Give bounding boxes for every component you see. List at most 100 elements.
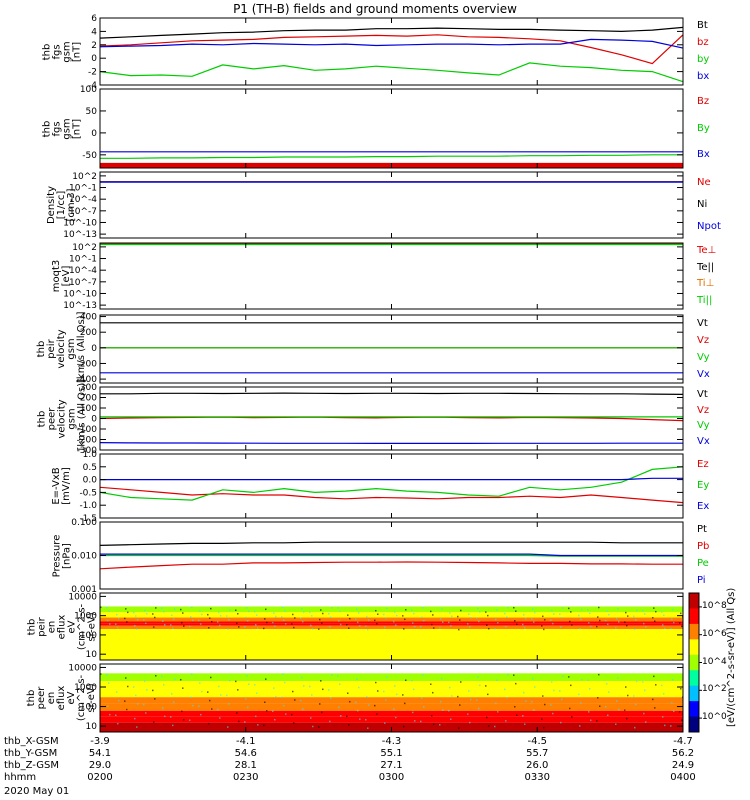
y-tick-label: 10^-1 [69, 184, 97, 194]
spectrogram-speck [606, 610, 608, 612]
spectrogram-speck [608, 613, 610, 616]
spectrogram-speck [467, 713, 469, 715]
spectrogram-speck [411, 680, 413, 682]
spectrogram-speck [189, 625, 191, 628]
spectrogram-speck [664, 627, 666, 630]
spectrogram-speck [561, 698, 563, 701]
spectrogram-speck [568, 607, 570, 610]
spectrogram-speck [479, 611, 481, 613]
spectrogram-speck [662, 624, 664, 626]
spectrogram-speck [200, 623, 202, 625]
spectrogram-speck [587, 609, 589, 611]
spectrogram-speck [468, 613, 470, 615]
panel-9: 10000 1000 100 10 [68, 592, 684, 661]
y-tick-label: 100 [80, 703, 97, 713]
spectrogram-speck [413, 612, 415, 615]
spectrogram-speck [374, 619, 376, 622]
spectrogram-speck [311, 694, 313, 696]
spectrogram-speck [108, 682, 110, 684]
spectrogram-speck [365, 718, 367, 721]
spectrogram-speck [284, 681, 286, 684]
spectrogram-speck [412, 711, 414, 714]
series-vt [100, 392, 684, 395]
spectrogram-speck [144, 609, 146, 612]
y-tick-label: 400 [80, 313, 97, 323]
colorbar-segment [689, 716, 699, 733]
spectrogram-speck [220, 694, 222, 696]
colorbar-tick-label: 10^2 [702, 684, 727, 695]
spectrogram-speck [514, 706, 516, 708]
spectrogram-band [100, 697, 683, 704]
spectrogram-speck [636, 609, 638, 612]
spectrogram-speck [403, 628, 405, 630]
y-axis-label: Pressure [nPa] [51, 534, 72, 577]
spectrogram-speck [597, 697, 599, 699]
spectrogram-speck [164, 623, 166, 626]
spectrogram-speck [146, 689, 148, 691]
spectrogram-speck [181, 710, 183, 713]
spectrogram-speck [569, 707, 571, 710]
spectrogram-speck [170, 624, 172, 626]
y-tick-label: 10000 [68, 592, 97, 602]
spectrogram-speck [618, 621, 620, 623]
spectrogram-speck [448, 621, 450, 624]
spectrogram-speck [107, 619, 109, 622]
spectrogram-speck [496, 679, 498, 682]
spectrogram-speck [450, 625, 452, 627]
spectrogram-speck [183, 718, 185, 721]
spectrogram-speck [672, 678, 674, 681]
spectrogram-speck [281, 616, 283, 618]
spectrogram-speck [534, 611, 536, 614]
spectrogram-speck [661, 684, 663, 687]
spectrogram-speck [174, 678, 176, 680]
spectrogram-speck [145, 712, 147, 714]
spectrogram-speck [626, 624, 628, 627]
ephemeris-value: 26.0 [526, 760, 549, 771]
spectrogram-speck [201, 613, 203, 616]
spectrogram-speck [516, 714, 518, 716]
spectrogram-speck [439, 724, 441, 726]
panel-7: 1.0 0.5 0.0 -0.5 -1.0 -1.5 [79, 450, 684, 524]
spectrogram-speck [300, 699, 302, 702]
spectrogram-speck [495, 702, 497, 705]
spectrogram-speck [404, 702, 406, 705]
spectrogram-speck [579, 725, 581, 727]
spectrogram-speck [291, 623, 293, 625]
spectrogram-speck [182, 687, 184, 689]
ephemeris-row-label: hhmm [4, 772, 37, 783]
colorbar-segment [689, 623, 699, 640]
spectrogram-speck [449, 686, 451, 689]
spectrogram-speck [411, 609, 413, 611]
spectrogram-speck [283, 619, 285, 622]
spectrogram-speck [635, 703, 637, 706]
legend-bz: bz [697, 37, 709, 49]
y-tick-label: 10^-4 [69, 266, 97, 276]
spectrogram-speck [486, 716, 488, 719]
ephemeris-row-label: thb_Y-GSM [4, 748, 58, 759]
legend-vz: Vz [697, 334, 710, 346]
spectrogram-speck [544, 703, 546, 706]
ephemeris-value: -4.3 [381, 736, 402, 747]
spectrogram-speck [272, 621, 274, 624]
y-tick-label: 0 [91, 129, 97, 139]
colorbar-segment [689, 654, 699, 671]
spectrogram-speck [310, 717, 312, 719]
spectrogram-speck [605, 706, 607, 708]
ephemeris-value: 0400 [670, 772, 696, 783]
colorbar-segment [689, 608, 699, 625]
spectrogram-speck [210, 607, 212, 610]
y-axis-label: thb fgs gsm [nT] [41, 117, 82, 140]
y-tick-label: 10^-4 [69, 195, 97, 205]
spectrogram-speck [144, 680, 146, 683]
spectrogram-speck [109, 713, 111, 716]
panel-frame [99, 17, 684, 86]
spectrogram-speck [181, 621, 183, 624]
spectrogram-speck [394, 685, 396, 687]
spectrogram-speck [505, 625, 507, 628]
ephemeris-value: -3.9 [90, 736, 110, 747]
legend-npot: Npot [697, 221, 721, 232]
spectrogram-speck [661, 611, 663, 613]
spectrogram-speck [421, 616, 423, 619]
spectrogram-speck [531, 700, 533, 703]
